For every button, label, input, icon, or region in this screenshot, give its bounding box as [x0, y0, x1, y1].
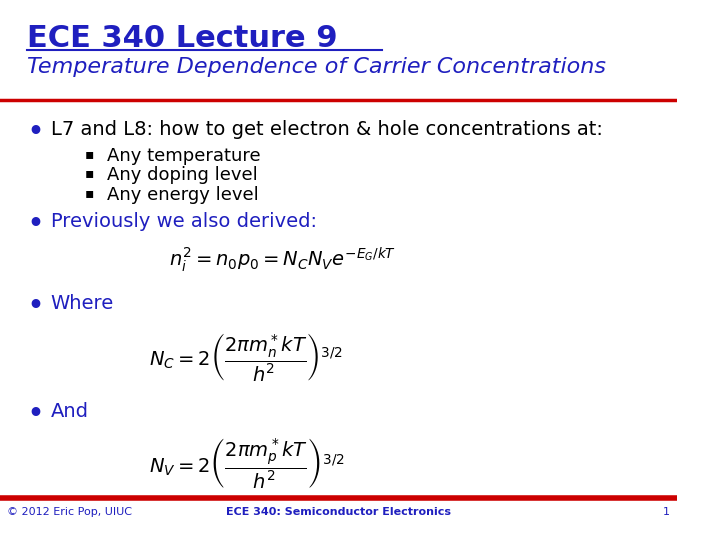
Text: •: •: [27, 212, 43, 235]
Text: ECE 340: Semiconductor Electronics: ECE 340: Semiconductor Electronics: [226, 507, 451, 517]
Text: •: •: [27, 120, 43, 144]
Text: ECE 340 Lecture 9: ECE 340 Lecture 9: [27, 24, 338, 53]
Text: •: •: [27, 294, 43, 318]
Text: Temperature Dependence of Carrier Concentrations: Temperature Dependence of Carrier Concen…: [27, 57, 606, 77]
Text: Any temperature: Any temperature: [107, 147, 261, 165]
Text: © 2012 Eric Pop, UIUC: © 2012 Eric Pop, UIUC: [6, 507, 132, 517]
Text: L7 and L8: how to get electron & hole concentrations at:: L7 and L8: how to get electron & hole co…: [50, 120, 603, 139]
Text: $N_V = 2\left(\dfrac{2\pi m_p^* kT}{h^2}\right)^{3/2}$: $N_V = 2\left(\dfrac{2\pi m_p^* kT}{h^2}…: [149, 437, 344, 491]
Text: Where: Where: [50, 294, 114, 313]
Text: Previously we also derived:: Previously we also derived:: [50, 212, 317, 231]
Text: ▪: ▪: [84, 186, 94, 200]
Text: ▪: ▪: [84, 166, 94, 180]
Text: Any energy level: Any energy level: [107, 186, 258, 204]
Text: Any doping level: Any doping level: [107, 166, 258, 184]
Text: $n_i^2 = n_0 p_0 = N_C N_V e^{-E_G/kT}$: $n_i^2 = n_0 p_0 = N_C N_V e^{-E_G/kT}$: [169, 246, 396, 274]
Text: •: •: [27, 402, 43, 426]
Text: 1: 1: [663, 507, 670, 517]
Text: And: And: [50, 402, 89, 421]
Text: $N_C = 2\left(\dfrac{2\pi m_n^* kT}{h^2}\right)^{3/2}$: $N_C = 2\left(\dfrac{2\pi m_n^* kT}{h^2}…: [149, 332, 343, 384]
Text: ▪: ▪: [84, 147, 94, 161]
